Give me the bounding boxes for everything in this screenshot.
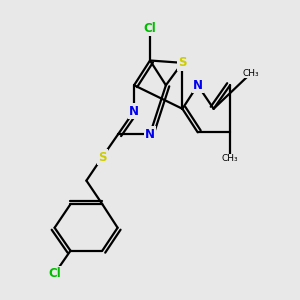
Text: N: N — [145, 128, 155, 141]
Text: N: N — [129, 105, 139, 118]
Text: CH₃: CH₃ — [222, 154, 238, 163]
Text: S: S — [98, 151, 106, 164]
Text: CH₃: CH₃ — [242, 69, 259, 78]
Text: S: S — [178, 56, 187, 69]
Text: Cl: Cl — [48, 267, 61, 280]
Text: N: N — [193, 79, 203, 92]
Text: Cl: Cl — [144, 22, 156, 35]
